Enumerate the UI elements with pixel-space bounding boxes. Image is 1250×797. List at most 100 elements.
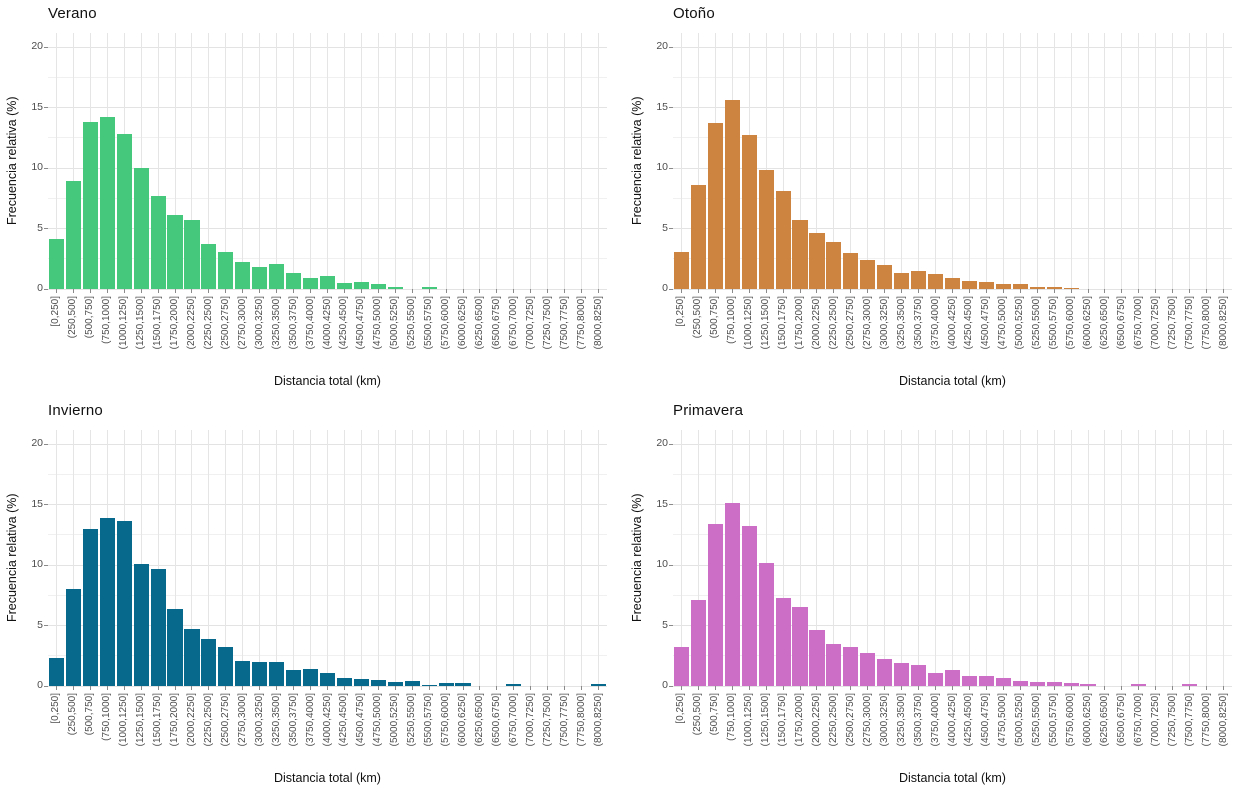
x-axis-title: Distancia total (km) [274, 374, 381, 388]
x-tick-mark [293, 686, 295, 690]
histogram-bar [860, 259, 876, 289]
gridline-vertical [1121, 430, 1123, 686]
x-tick-mark [884, 686, 886, 690]
x-tick-mark [697, 289, 699, 293]
x-tick-label: (3250,3500] [270, 693, 282, 747]
histogram-bar [690, 600, 706, 686]
x-tick-label: (4500,4750] [355, 693, 367, 747]
x-tick-label: (5750,6000] [440, 693, 452, 747]
x-tick-mark [174, 289, 176, 293]
x-tick-mark [1121, 686, 1123, 690]
x-tick-label: (2500,2750] [219, 296, 231, 350]
facet-otono: Otoño Frecuencia relativa (%) Distancia … [625, 0, 1250, 397]
y-tick-label: 0 [662, 282, 668, 294]
gridline-vertical [1138, 430, 1140, 686]
x-tick-mark [445, 686, 447, 690]
x-tick-mark [547, 289, 549, 293]
y-tick-mark [44, 504, 48, 505]
x-tick-label: (2500,2750] [844, 296, 856, 350]
histogram-bar [201, 244, 217, 289]
histogram-bar [167, 608, 183, 686]
x-tick-label: (4000,4250] [321, 296, 333, 350]
histogram-bar [48, 239, 65, 289]
x-tick-label: (3500,3750] [287, 693, 299, 747]
x-tick-mark [901, 289, 903, 293]
x-tick-label: (7750,8000] [1200, 296, 1212, 350]
histogram-bar [302, 278, 319, 289]
x-tick-label: [0,250] [50, 693, 62, 724]
x-tick-mark [343, 289, 345, 293]
y-tick-label: 15 [656, 100, 668, 113]
gridline-vertical [1172, 33, 1174, 289]
x-tick-mark [462, 686, 464, 690]
x-tick-label: (1000,1250] [743, 296, 755, 350]
gridline-vertical [1121, 33, 1123, 289]
histogram-bar [336, 678, 352, 686]
x-tick-mark [1189, 686, 1191, 690]
x-tick-mark [952, 686, 953, 690]
x-tick-mark [191, 289, 193, 293]
x-tick-label: (750,1000] [726, 296, 738, 344]
x-tick-label: (1250,1500] [760, 296, 772, 350]
x-tick-mark [242, 289, 244, 293]
gridline-vertical [884, 430, 886, 686]
x-tick-label: (3750,4000] [304, 693, 316, 747]
gridline-vertical [1019, 430, 1021, 686]
x-tick-label: (2250,2500] [827, 693, 839, 747]
x-tick-mark [1053, 289, 1055, 293]
gridline-vertical [55, 430, 57, 686]
histogram-bar [235, 660, 251, 686]
x-tick-label: (6500,6750] [490, 296, 502, 350]
x-tick-label: (4750,5000] [372, 296, 384, 350]
x-tick-mark [140, 686, 142, 690]
y-tick-label: 5 [37, 221, 43, 234]
x-tick-mark [1087, 289, 1089, 293]
y-tick-mark [669, 228, 673, 229]
plot-panel [673, 430, 1232, 687]
gridline-vertical [208, 430, 210, 686]
facet-title-verano: Verano [48, 5, 97, 22]
y-tick-mark [669, 167, 673, 169]
histogram-bar [741, 135, 757, 289]
x-tick-mark [1002, 289, 1004, 293]
x-tick-label: (3250,3500] [895, 693, 907, 747]
gridline-vertical [1172, 430, 1174, 686]
x-tick-label: (5500,5750] [1048, 693, 1060, 747]
histogram-bar [455, 682, 471, 686]
x-tick-label: (6750,7000] [507, 693, 519, 747]
histogram-bar [724, 503, 740, 686]
x-tick-label: (6750,7000] [507, 296, 519, 350]
histogram-bar [269, 263, 285, 289]
x-tick-mark [714, 289, 716, 293]
histogram-bar [758, 562, 774, 686]
x-tick-label: (2000,2250] [185, 296, 197, 350]
histogram-bar [961, 281, 977, 289]
x-tick-label: (250,500] [692, 693, 704, 736]
x-tick-label: (1250,1500] [135, 296, 147, 350]
gridline-vertical [782, 430, 784, 686]
histogram-bar [894, 273, 910, 289]
histogram-bar [1182, 684, 1198, 686]
gridline-vertical [310, 430, 312, 686]
x-tick-label: (6500,6750] [1115, 296, 1127, 350]
y-tick-label: 5 [662, 221, 668, 234]
x-tick-label: (1750,2000] [169, 693, 181, 747]
gridline-vertical [428, 33, 430, 289]
histogram-bar [894, 663, 910, 686]
gridline-vertical [816, 33, 818, 289]
gridline-vertical [445, 33, 447, 289]
x-tick-mark [833, 686, 835, 690]
x-tick-mark [748, 686, 750, 690]
y-tick-mark [669, 625, 673, 626]
x-tick-mark [72, 289, 74, 293]
gridline-vertical [547, 430, 549, 686]
x-tick-label: (8000,8250] [1217, 296, 1229, 350]
x-tick-mark [1223, 686, 1225, 690]
plot-panel [673, 33, 1232, 290]
x-tick-mark [225, 686, 227, 690]
gridline-vertical [242, 430, 244, 686]
histogram-bar [438, 682, 454, 686]
y-tick-label: 0 [37, 282, 43, 294]
histogram-bar [911, 270, 927, 289]
histogram-bar [99, 517, 115, 686]
